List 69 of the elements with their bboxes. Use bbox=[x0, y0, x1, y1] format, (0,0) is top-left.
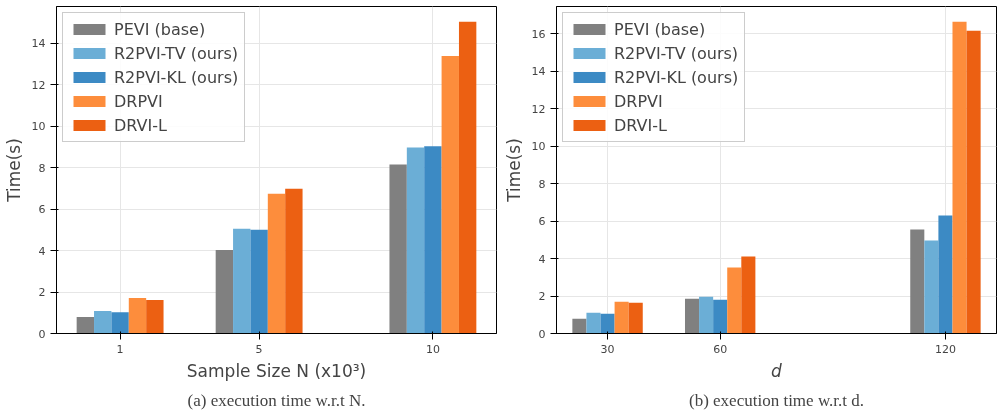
bar bbox=[713, 299, 728, 334]
bar bbox=[614, 301, 629, 334]
bar bbox=[406, 147, 425, 334]
bar bbox=[424, 146, 442, 334]
x-tick-label: 30 bbox=[600, 342, 615, 356]
bar bbox=[146, 300, 164, 334]
x-tick-label: 60 bbox=[713, 342, 728, 356]
bar bbox=[285, 188, 303, 334]
legend-label: DRVI-L bbox=[114, 115, 167, 135]
bar bbox=[952, 21, 967, 334]
bar bbox=[458, 21, 477, 334]
bar bbox=[233, 228, 251, 334]
y-tick-label: 0 bbox=[38, 327, 46, 341]
bar bbox=[910, 229, 925, 334]
bar bbox=[76, 317, 95, 334]
bar bbox=[111, 312, 129, 334]
bar bbox=[128, 298, 147, 334]
bar bbox=[586, 312, 601, 334]
bar bbox=[389, 164, 407, 334]
y-tick-label: 10 bbox=[531, 140, 546, 154]
y-tick-label: 6 bbox=[38, 203, 46, 217]
legend-label: R2PVI-KL (ours) bbox=[114, 67, 239, 87]
y-tick-label: 12 bbox=[31, 78, 46, 92]
y-tick-label: 16 bbox=[531, 27, 546, 41]
y-tick-label: 6 bbox=[538, 215, 546, 229]
text: (a) execution time w.r.t N. bbox=[187, 390, 366, 410]
legend-label: R2PVI-TV (ours) bbox=[114, 43, 239, 63]
bar bbox=[250, 229, 268, 334]
bar bbox=[215, 249, 234, 334]
y-tick-label: 4 bbox=[38, 244, 46, 258]
legend-label: PEVI (base) bbox=[614, 19, 706, 39]
bar bbox=[741, 256, 756, 334]
bar bbox=[441, 56, 459, 334]
y-tick-label: 4 bbox=[538, 252, 546, 266]
bar bbox=[966, 30, 981, 334]
y-tick-label: 14 bbox=[31, 37, 46, 51]
y-axis-title: Time(s) bbox=[503, 138, 524, 203]
legend-label: DRVI-L bbox=[614, 115, 667, 135]
legend-label: DRPVI bbox=[614, 91, 663, 111]
x-axis-title: Sample Size N (x10³) bbox=[186, 360, 367, 381]
bar bbox=[628, 302, 643, 334]
y-tick-label: 2 bbox=[38, 286, 46, 299]
y-tick-label: 14 bbox=[531, 65, 546, 79]
y-axis-title: Time(s) bbox=[3, 138, 24, 203]
legend-label: R2PVI-TV (ours) bbox=[614, 43, 739, 63]
bar bbox=[699, 296, 714, 334]
legend-label: R2PVI-KL (ours) bbox=[614, 67, 739, 87]
y-tick-label: 2 bbox=[538, 290, 546, 304]
x-tick-label: 1 bbox=[116, 342, 124, 356]
bar bbox=[924, 240, 939, 334]
bar bbox=[94, 311, 112, 334]
x-axis-title: d bbox=[771, 360, 783, 381]
x-tick-label: 5 bbox=[255, 342, 263, 356]
y-tick-label: 8 bbox=[38, 161, 46, 175]
text: (b) execution time w.r.t d. bbox=[689, 390, 865, 410]
bar bbox=[684, 298, 700, 334]
legend-label: PEVI (base) bbox=[114, 19, 206, 39]
bar bbox=[572, 318, 587, 334]
y-tick-label: 10 bbox=[31, 120, 46, 134]
legend-label: DRPVI bbox=[114, 91, 163, 111]
bar bbox=[267, 193, 286, 334]
y-tick-label: 12 bbox=[531, 102, 546, 116]
bar bbox=[727, 267, 742, 334]
y-tick-label: 0 bbox=[538, 327, 546, 341]
x-tick-label: 10 bbox=[425, 342, 440, 356]
bar bbox=[600, 313, 615, 334]
bar bbox=[938, 215, 953, 334]
y-tick-label: 8 bbox=[538, 177, 546, 191]
x-tick-label: 120 bbox=[934, 342, 956, 356]
